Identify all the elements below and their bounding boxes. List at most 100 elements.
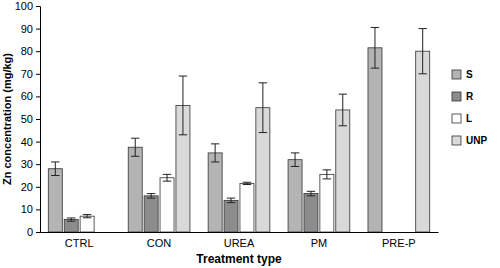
y-tick-label: 70 xyxy=(21,68,33,80)
legend-label: R xyxy=(466,91,474,102)
bar xyxy=(320,174,334,232)
error-bar xyxy=(418,29,426,74)
error-line xyxy=(342,94,343,126)
y-tick-mark xyxy=(36,232,40,233)
error-cap xyxy=(259,82,267,83)
y-tick-label: 50 xyxy=(21,113,33,125)
error-bar xyxy=(323,170,331,179)
error-line xyxy=(231,198,232,203)
bar xyxy=(304,194,318,232)
error-bar xyxy=(291,153,299,167)
legend: SRL UNP xyxy=(452,69,487,146)
y-axis-title: Zn concentration (mg/kg) xyxy=(1,53,13,185)
y-tick-mark xyxy=(36,142,40,143)
x-tick-label: CTRL xyxy=(65,237,94,249)
y-tick-label: 40 xyxy=(21,136,33,148)
bar xyxy=(336,110,350,232)
legend-swatch xyxy=(452,92,461,101)
y-tick-mark xyxy=(36,164,40,165)
x-tick: PRE-P xyxy=(382,232,416,249)
x-tick-label: CON xyxy=(147,237,172,249)
error-cap xyxy=(227,198,235,199)
y-tick: 0 xyxy=(27,226,40,238)
x-tick-label: PM xyxy=(311,237,328,249)
error-cap xyxy=(211,143,219,144)
y-tick: 20 xyxy=(21,181,40,193)
legend-label: UNP xyxy=(466,135,487,146)
bar xyxy=(128,147,142,232)
error-cap xyxy=(307,195,315,196)
error-cap xyxy=(179,134,187,135)
bar xyxy=(368,48,382,232)
bar xyxy=(240,183,254,232)
y-tick: 30 xyxy=(21,158,40,170)
y-tick-mark xyxy=(36,209,40,210)
error-cap xyxy=(131,138,139,139)
series xyxy=(80,170,334,232)
legend-label: S xyxy=(466,69,473,80)
error-line xyxy=(295,153,296,167)
legend-swatch xyxy=(452,136,461,145)
error-cap xyxy=(371,68,379,69)
error-bar xyxy=(227,198,235,203)
error-bar xyxy=(211,144,219,162)
error-cap xyxy=(83,214,91,215)
error-cap xyxy=(227,202,235,203)
bar xyxy=(64,220,78,232)
y-tick: 50 xyxy=(21,113,40,125)
error-cap xyxy=(323,178,331,179)
x-tick: CTRL xyxy=(65,232,94,249)
legend-item: L xyxy=(452,113,472,124)
chart: 0102030405060708090100CTRLCONUREAPMPRE-P… xyxy=(0,0,500,268)
y-axis-line xyxy=(36,7,41,233)
error-cap xyxy=(147,193,155,194)
bar xyxy=(224,200,238,232)
error-cap xyxy=(67,221,75,222)
error-line xyxy=(422,29,423,74)
x-tick-label: UREA xyxy=(224,237,255,249)
y-tick-mark xyxy=(36,96,40,97)
series xyxy=(48,27,382,232)
error-line xyxy=(310,191,311,196)
y-tick-label: 0 xyxy=(27,226,33,238)
y-tick-mark xyxy=(36,187,40,188)
x-tick-label: PRE-P xyxy=(382,237,416,249)
error-cap xyxy=(323,169,331,170)
y-tick-mark xyxy=(36,74,40,75)
error-cap xyxy=(163,181,171,182)
y-tick: 100 xyxy=(15,0,40,12)
x-tick: UREA xyxy=(224,232,255,249)
error-bar xyxy=(179,76,187,135)
error-bar xyxy=(307,191,315,196)
x-tick: PM xyxy=(311,232,328,249)
y-tick-label: 90 xyxy=(21,23,33,35)
x-axis: CTRL CON UREA PM PRE-P xyxy=(41,232,439,249)
error-cap xyxy=(371,27,379,28)
y-tick: 10 xyxy=(21,203,40,215)
error-cap xyxy=(339,125,347,126)
error-line xyxy=(374,27,375,68)
y-tick-mark xyxy=(36,6,40,7)
x-axis-line xyxy=(41,232,439,233)
bar xyxy=(80,216,94,232)
y-tick: 70 xyxy=(21,68,40,80)
y-tick: 90 xyxy=(21,23,40,35)
x-tick: CON xyxy=(147,232,172,249)
error-line xyxy=(262,83,263,133)
bar xyxy=(48,169,62,232)
y-tick-label: 60 xyxy=(21,90,33,102)
x-axis-title: Treatment type xyxy=(196,252,282,266)
error-cap xyxy=(243,184,251,185)
plot: 0102030405060708090100CTRLCONUREAPMPRE-P xyxy=(15,0,439,249)
error-bar xyxy=(339,94,347,126)
error-cap xyxy=(131,156,139,157)
bar xyxy=(160,178,174,232)
error-line xyxy=(182,76,183,135)
error-bar xyxy=(131,138,139,156)
error-cap xyxy=(179,76,187,77)
bar xyxy=(416,51,430,232)
error-cap xyxy=(211,161,219,162)
error-bar xyxy=(147,194,155,199)
error-line xyxy=(215,144,216,162)
error-line xyxy=(326,170,327,179)
